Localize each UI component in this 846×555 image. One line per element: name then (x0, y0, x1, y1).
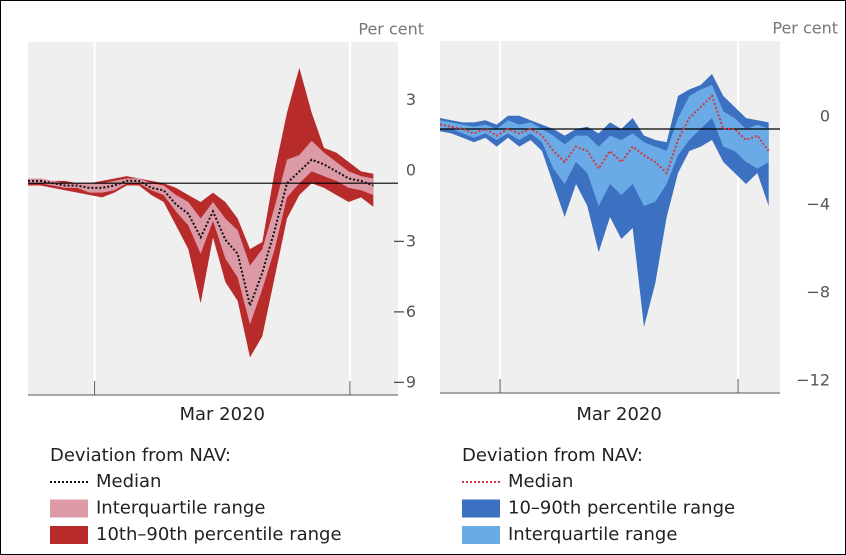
legend-label: Interquartile range (96, 498, 265, 519)
x-period-label: Mar 2020 (180, 404, 266, 425)
panel: 0 −4 −8 −12 Per cent Mar 2020 Deviation from N… (439, 19, 838, 545)
y-tick-label: 3 (406, 90, 416, 109)
legend-swatch (50, 526, 88, 544)
unit-label: Per cent (772, 19, 838, 38)
legend-label: Median (96, 471, 161, 492)
y-tick-label: 0 (406, 161, 416, 180)
y-tick-label: −3 (392, 231, 416, 250)
y-tick-label: −9 (392, 373, 416, 392)
y-tick-label: 0 (820, 107, 830, 126)
band-area (440, 85, 769, 206)
y-tick-label: −4 (806, 195, 830, 214)
panel: 3 0 −3 −6 −9 Per cent Mar 2020 Deviation from N… (28, 20, 424, 545)
legend-swatch (462, 499, 500, 518)
y-tick-label: −6 (392, 302, 416, 321)
band-area (28, 67, 374, 358)
x-period-label: Mar 2020 (576, 404, 662, 425)
legend-swatch (462, 526, 500, 544)
legend-swatch (50, 499, 88, 518)
median-line (439, 94, 770, 175)
legend-label: Interquartile range (508, 524, 677, 545)
legend-title: Deviation from NAV: (462, 445, 643, 466)
unit-label: Per cent (358, 20, 424, 39)
legend-label: Median (508, 471, 573, 492)
legend-label: 10–90th percentile range (508, 498, 735, 519)
y-tick-label: −12 (796, 371, 830, 390)
y-tick-label: −8 (806, 283, 830, 302)
median-line (28, 158, 374, 309)
legend-label: 10th–90th percentile range (96, 524, 342, 545)
legend-title: Deviation from NAV: (50, 445, 231, 466)
